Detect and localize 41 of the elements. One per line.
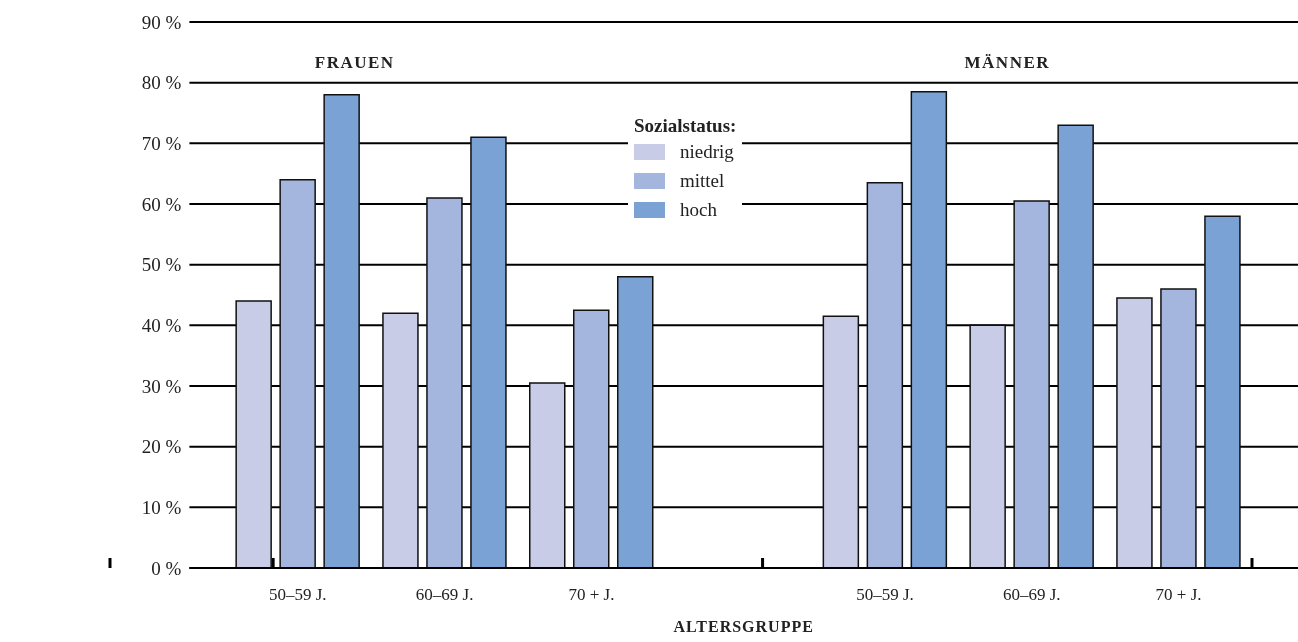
- bar: [1013, 200, 1050, 568]
- y-tick-label: 50 %: [141, 254, 182, 276]
- bar: [470, 136, 507, 568]
- y-tick-label: 60 %: [141, 193, 182, 215]
- bar: [866, 182, 904, 568]
- bar: [1204, 215, 1241, 568]
- bar: [279, 178, 316, 568]
- y-tick-label: 90 %: [141, 11, 182, 33]
- bar: [969, 324, 1006, 568]
- x-tick-label: 70 + J.: [1155, 585, 1202, 605]
- x-tick-label: 60–69 J.: [1002, 585, 1061, 605]
- bar: [617, 276, 654, 568]
- legend-label: hoch: [680, 198, 717, 222]
- y-tick-label: 10 %: [141, 497, 182, 519]
- bar: [426, 197, 463, 568]
- bar: [529, 382, 566, 568]
- y-tick-label: 0 %: [151, 557, 182, 579]
- y-tick-label: 80 %: [141, 72, 182, 94]
- y-tick-label: 40 %: [141, 315, 182, 337]
- bar: [1160, 288, 1197, 568]
- bar: [910, 91, 948, 568]
- x-tick-label: 60–69 J.: [415, 585, 474, 605]
- x-axis-title: ALTERSGRUPPE: [673, 618, 814, 635]
- x-tick-label: 50–59 J.: [268, 585, 327, 605]
- annotation: FRAUEN: [314, 53, 395, 72]
- y-tick-label: 30 %: [141, 375, 182, 397]
- y-tick-label: 70 %: [141, 133, 182, 155]
- bar: [573, 309, 610, 568]
- bar: [1057, 124, 1094, 568]
- annotation: MÄNNER: [964, 53, 1051, 72]
- x-tick-label: 50–59 J.: [856, 585, 914, 605]
- x-tick-label: 70 + J.: [568, 585, 615, 605]
- y-tick-label: 20 %: [141, 436, 182, 458]
- bar: [1116, 297, 1153, 568]
- bar: [323, 94, 360, 568]
- bar: [822, 315, 860, 568]
- legend-title: Sozialstatus:: [634, 115, 737, 137]
- legend-label: mittel: [680, 169, 725, 193]
- bar: [382, 312, 419, 568]
- legend-label: niedrig: [680, 140, 734, 164]
- bar: [235, 300, 272, 568]
